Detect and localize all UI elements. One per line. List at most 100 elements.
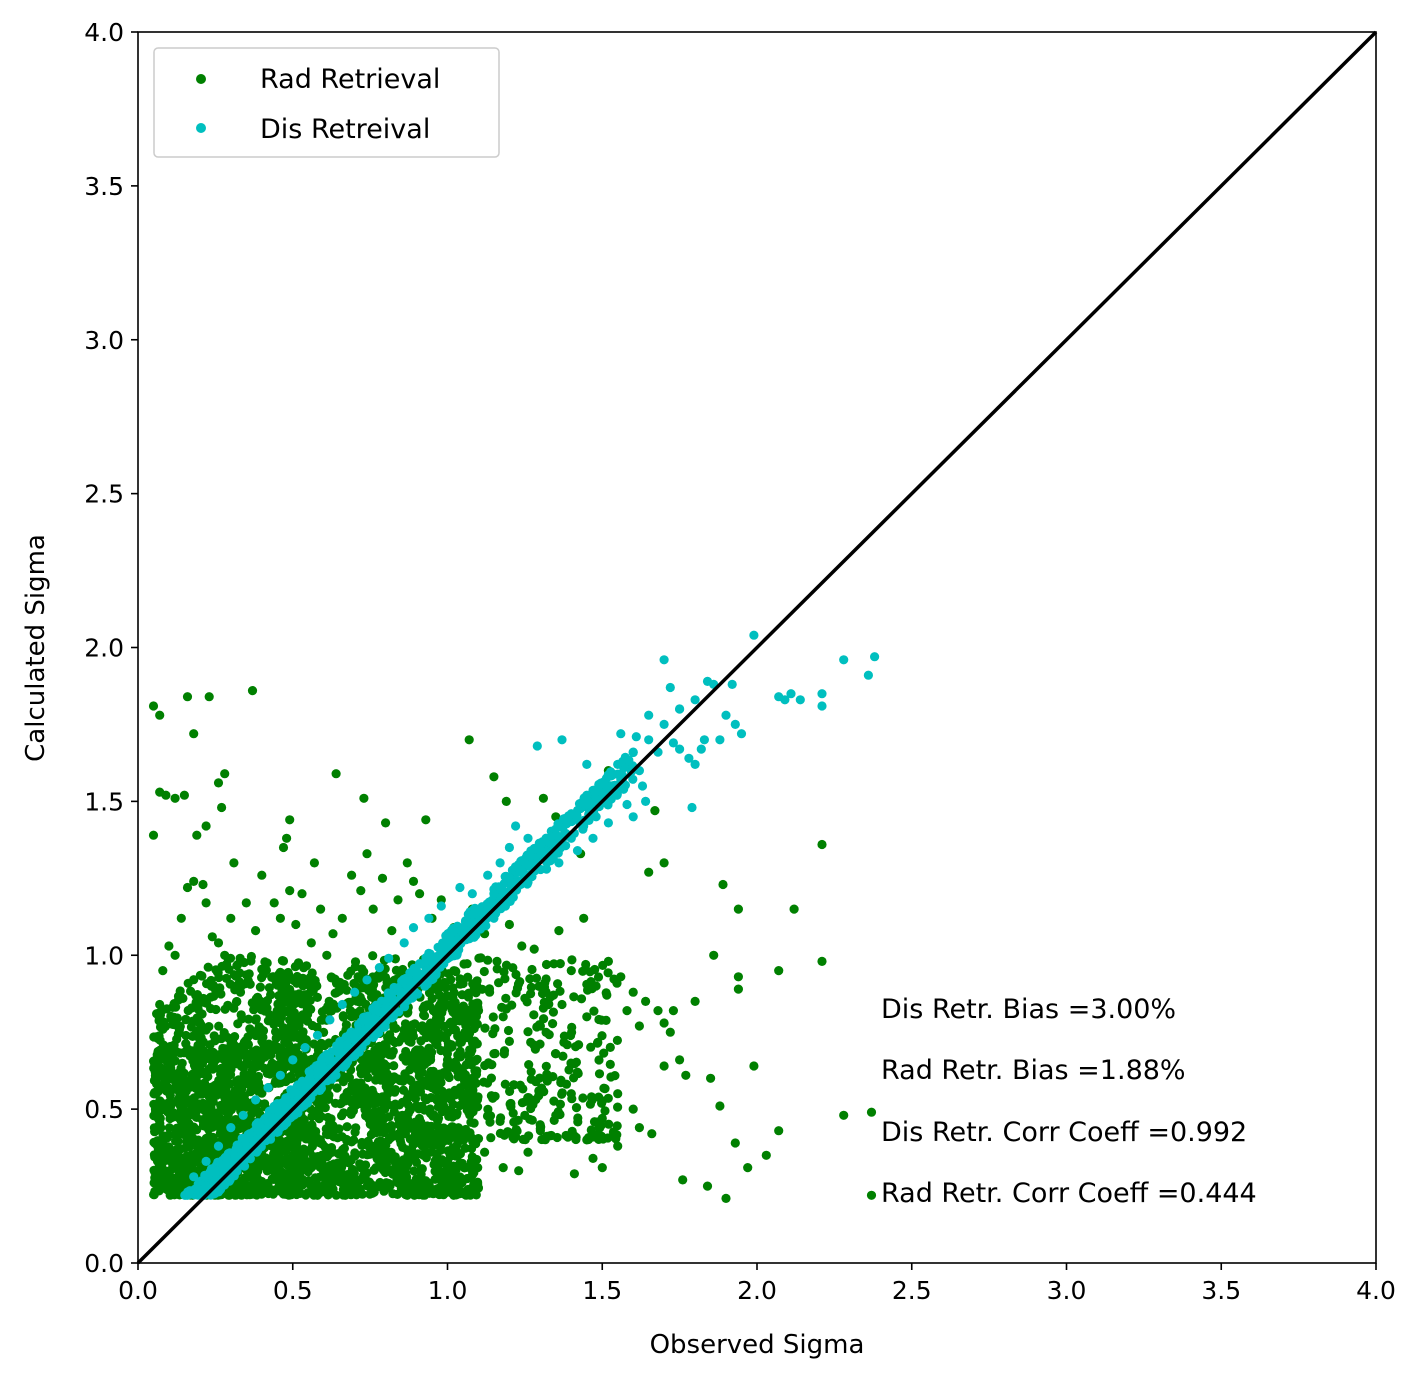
rad-retrieval-point <box>182 1151 192 1161</box>
rad-retrieval-point <box>789 904 799 914</box>
rad-retrieval-point <box>418 1003 428 1014</box>
rad-retrieval-point <box>500 1079 510 1089</box>
rad-retrieval-point <box>551 1049 561 1059</box>
rad-retrieval-point <box>194 1018 204 1028</box>
rad-retrieval-point <box>498 1163 508 1173</box>
rad-retrieval-point <box>328 929 338 939</box>
rad-retrieval-point <box>176 1116 186 1126</box>
rad-retrieval-point <box>450 966 460 976</box>
rad-retrieval-point <box>233 1075 244 1085</box>
rad-retrieval-point <box>659 1018 669 1028</box>
rad-retrieval-point <box>364 1056 374 1066</box>
rad-retrieval-point <box>413 1080 423 1090</box>
rad-retrieval-point <box>164 941 174 951</box>
rad-retrieval-point <box>203 1071 213 1082</box>
rad-retrieval-point <box>530 1044 541 1054</box>
rad-retrieval-point <box>158 1024 168 1034</box>
rad-retrieval-point <box>605 1059 615 1069</box>
rad-retrieval-point <box>297 889 307 899</box>
dis-retrieval-point <box>396 987 406 997</box>
rad-retrieval-point <box>866 1190 877 1200</box>
rad-retrieval-point <box>344 1158 354 1168</box>
rad-retrieval-point <box>437 1086 447 1096</box>
rad-retrieval-point <box>439 1094 449 1104</box>
rad-retrieval-point <box>555 1099 566 1109</box>
rad-retrieval-point <box>214 1021 224 1031</box>
rad-retrieval-point <box>241 898 251 908</box>
rad-retrieval-point <box>385 1181 395 1191</box>
dis-retrieval-point <box>425 949 435 959</box>
rad-retrieval-point <box>509 1080 519 1090</box>
rad-retrieval-point <box>469 1056 479 1066</box>
rad-retrieval-point <box>372 1092 383 1102</box>
rad-retrieval-point <box>184 1119 194 1129</box>
dis-retrieval-point <box>264 1106 274 1116</box>
rad-retrieval-point <box>309 858 319 868</box>
rad-retrieval-point <box>426 1187 436 1197</box>
rad-retrieval-point <box>427 1083 437 1093</box>
rad-retrieval-point <box>464 735 474 745</box>
rad-retrieval-point <box>567 1027 577 1037</box>
rad-retrieval-point <box>450 998 460 1008</box>
rad-retrieval-point <box>155 1118 165 1128</box>
rad-retrieval-point <box>216 1034 226 1044</box>
dis-retrieval-point <box>817 689 827 699</box>
rad-retrieval-point <box>526 1067 536 1077</box>
y-tick-label: 1.0 <box>84 941 124 970</box>
rad-retrieval-point <box>369 980 379 990</box>
dis-retrieval-point <box>528 852 539 862</box>
rad-retrieval-point <box>189 729 199 739</box>
rad-retrieval-point <box>368 1141 378 1151</box>
rad-retrieval-point <box>749 1061 759 1071</box>
rad-retrieval-point <box>417 1021 427 1031</box>
rad-retrieval-point <box>401 1046 411 1057</box>
rad-retrieval-point <box>433 1113 444 1123</box>
rad-retrieval-point <box>678 1175 688 1185</box>
dis-retrieval-point <box>510 862 520 872</box>
rad-retrieval-point <box>597 1163 607 1173</box>
annotation-dis-corr: Dis Retr. Corr Coeff =0.992 <box>881 1117 1247 1148</box>
rad-retrieval-point <box>591 981 601 991</box>
rad-retrieval-point <box>282 833 292 843</box>
rad-retrieval-point <box>582 1135 592 1145</box>
dis-retrieval-point <box>467 889 477 899</box>
rad-retrieval-point <box>329 1132 339 1142</box>
rad-retrieval-point <box>204 692 214 702</box>
rad-retrieval-point <box>432 982 443 993</box>
rad-retrieval-point <box>296 1145 307 1155</box>
dis-retrieval-point <box>251 1095 261 1105</box>
rad-retrieval-point <box>381 1166 391 1177</box>
rad-retrieval-point <box>571 1042 581 1052</box>
rad-retrieval-point <box>393 895 403 905</box>
rad-retrieval-point <box>394 1100 404 1110</box>
rad-retrieval-point <box>486 1091 496 1101</box>
rad-retrieval-point <box>321 1124 331 1134</box>
rad-retrieval-point <box>339 1108 349 1118</box>
rad-retrieval-point <box>171 1162 181 1172</box>
rad-retrieval-point <box>535 1021 546 1031</box>
rad-retrieval-point <box>774 1126 784 1136</box>
rad-retrieval-point <box>455 1135 465 1145</box>
dis-retrieval-point <box>687 802 697 813</box>
rad-retrieval-point <box>408 876 419 887</box>
rad-retrieval-point <box>217 1129 227 1139</box>
rad-retrieval-point <box>541 1061 551 1071</box>
rad-retrieval-point <box>447 1166 457 1176</box>
dis-retrieval-point <box>483 870 493 880</box>
dis-retrieval-point <box>839 655 849 665</box>
rad-retrieval-point <box>287 989 297 999</box>
x-tick-label: 0.0 <box>118 1276 158 1305</box>
rad-retrieval-point <box>357 996 367 1006</box>
rad-retrieval-point <box>206 1082 216 1092</box>
rad-retrieval-point <box>155 1035 165 1045</box>
rad-retrieval-point <box>232 982 243 992</box>
rad-retrieval-point <box>443 1146 453 1156</box>
dis-retrieval-point <box>517 866 527 877</box>
rad-retrieval-point <box>444 1039 454 1049</box>
rad-retrieval-point <box>489 772 499 782</box>
dis-retrieval-point <box>616 729 626 739</box>
dis-retrieval-point <box>383 988 393 998</box>
rad-retrieval-point <box>269 898 279 908</box>
rad-retrieval-point <box>424 1123 434 1133</box>
rad-retrieval-point <box>149 1137 159 1147</box>
